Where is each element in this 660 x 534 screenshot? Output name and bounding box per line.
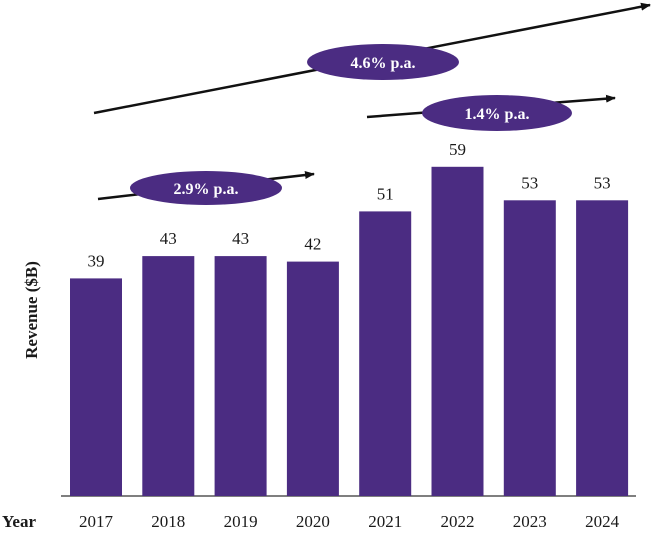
x-tick-label-2017: 2017 [79, 512, 114, 531]
growth-badge-recent [422, 95, 572, 131]
bar-2019 [214, 256, 267, 496]
growth-badge-long-term [307, 44, 459, 80]
bar-2018 [142, 256, 195, 496]
value-label-2023: 53 [521, 173, 538, 192]
x-tick-label-2021: 2021 [368, 512, 402, 531]
value-label-2019: 43 [232, 229, 249, 248]
x-axis-label: Year [2, 512, 36, 531]
x-tick-label-2024: 2024 [585, 512, 620, 531]
growth-annotation-2021-2024: 1.4% p.a. [366, 94, 616, 131]
growth-annotation-2017-2020: 2.9% p.a. [97, 171, 315, 205]
value-label-2021: 51 [377, 184, 394, 203]
x-tick-label-2019: 2019 [224, 512, 258, 531]
bar-series: 39 2017 43 2018 43 2019 42 2020 51 2021 59 2022 53 20… [70, 140, 629, 531]
x-tick-label-2022: 2022 [441, 512, 475, 531]
bar-2017 [70, 278, 122, 496]
x-tick-label-2020: 2020 [296, 512, 330, 531]
growth-badge-short-term-text: 2.9% p.a. [174, 181, 239, 198]
growth-annotation-2017-2024: 4.6% p.a. [93, 2, 651, 115]
bar-2021 [359, 211, 412, 496]
bar-2022 [431, 166, 484, 497]
x-tick-label-2018: 2018 [151, 512, 185, 531]
growth-badge-short-term [130, 171, 282, 205]
bar-2024 [576, 200, 629, 497]
value-label-2020: 42 [304, 235, 321, 254]
growth-badge-long-term-text: 4.6% p.a. [351, 55, 416, 72]
bar-2020 [286, 261, 339, 496]
value-label-2017: 39 [88, 251, 105, 270]
value-label-2022: 59 [449, 140, 466, 159]
growth-badge-recent-text: 1.4% p.a. [465, 106, 530, 123]
value-label-2018: 43 [160, 229, 177, 248]
x-tick-label-2023: 2023 [513, 512, 547, 531]
value-label-2024: 53 [594, 173, 611, 192]
bar-2023 [503, 200, 556, 497]
y-axis-label: Revenue ($B) [22, 261, 41, 359]
